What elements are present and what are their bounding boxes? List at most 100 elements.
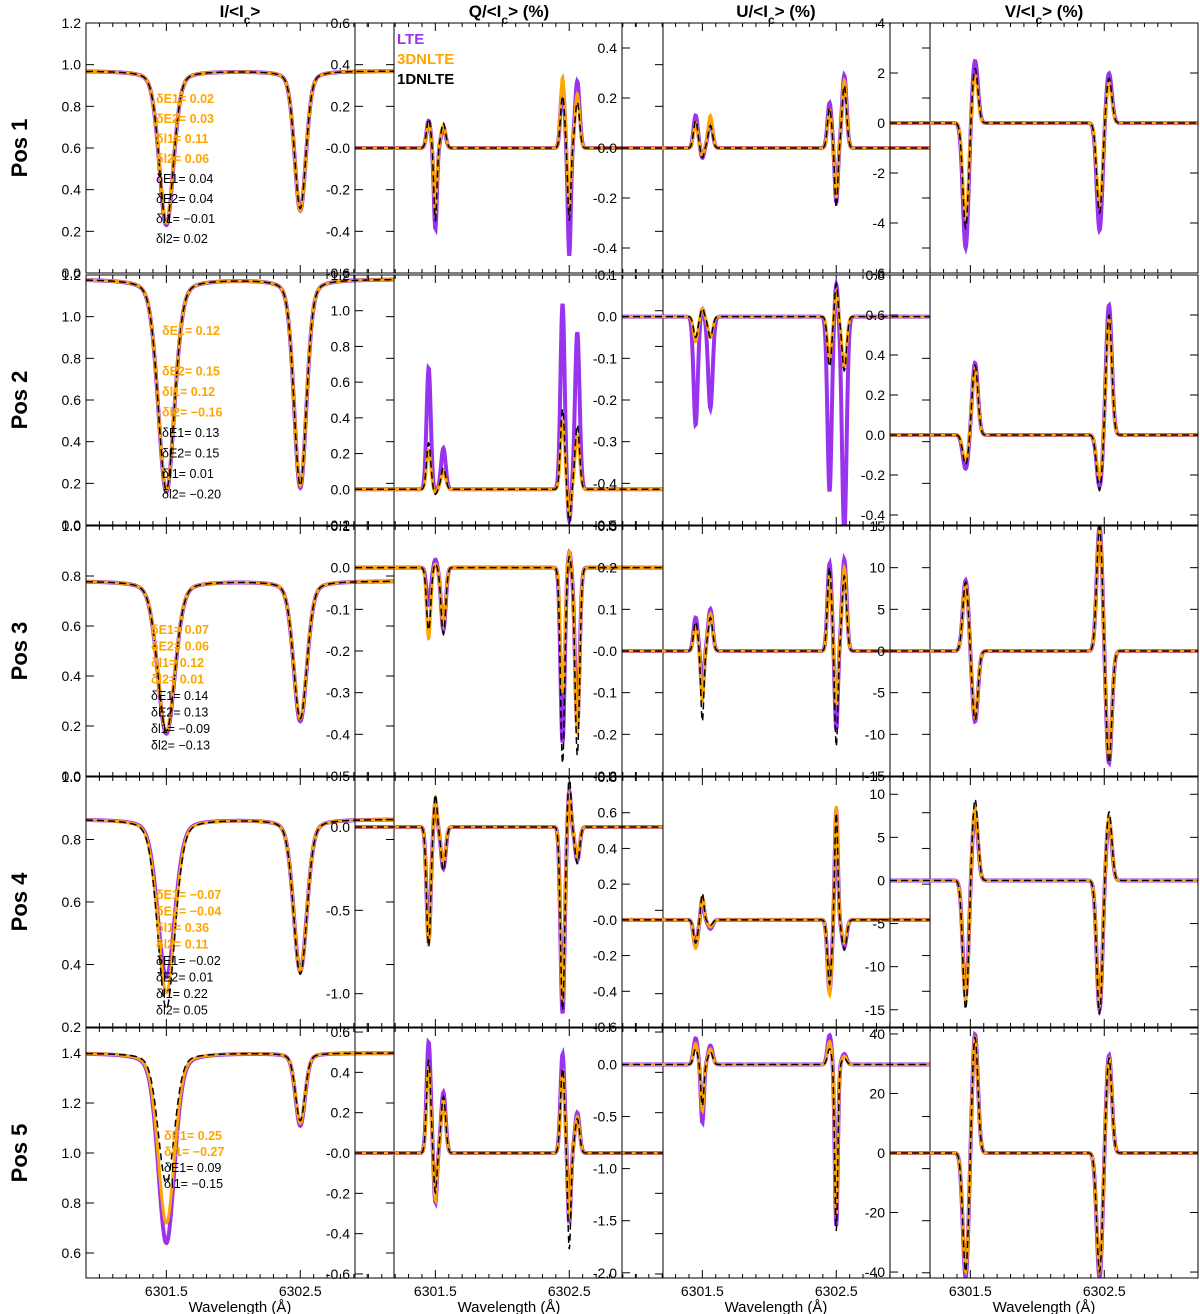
y-tick-label: 0.0 (598, 1056, 618, 1072)
series-3dnlte (890, 805, 1198, 1010)
legend-1dnlte: 1DNLTE (397, 71, 454, 88)
x-tick-label: 6301.5 (145, 1283, 188, 1299)
legend: LTE 3DNLTE 1DNLTE (397, 31, 454, 88)
delta-annotation: δE1= 0.12 (162, 324, 220, 338)
delta-annotation: δE1= 0.02 (156, 92, 214, 106)
y-tick-label: 0.8 (331, 338, 351, 354)
y-tick-label: 1.0 (62, 1145, 82, 1161)
panel-frame (889, 1027, 1199, 1279)
delta-annotation: δE2= 0.06 (151, 640, 209, 654)
y-tick-label: 0.8 (62, 1195, 82, 1211)
y-tick-label: -0.5 (593, 1109, 617, 1125)
delta-annotation: δE1= 0.25 (164, 1129, 222, 1143)
series-lte (355, 784, 663, 1014)
panel-frame (621, 22, 931, 274)
series-1dnlte (86, 70, 394, 224)
panel-V-pos3: -15 -10 -5 0 5 10 15 (865, 518, 1199, 784)
y-tick-label: -0.2 (326, 182, 350, 198)
delta-annotation: δE2= 0.13 (151, 706, 208, 720)
y-tick-label: -1.0 (326, 986, 350, 1002)
y-tick-label: 10 (869, 560, 885, 576)
panel-I-pos4: 0.2 0.4 0.6 0.8 1.0 δE1= −0.07 δE2= −0.04 δl1= … (62, 769, 395, 1035)
y-tick-label: 0.4 (598, 840, 618, 856)
y-tick-label: 0.6 (62, 894, 82, 910)
delta-annotation: δl1= 0.22 (156, 987, 208, 1001)
y-tick-label: -0.2 (861, 467, 885, 483)
y-tick-label: -0.2 (593, 948, 617, 964)
y-tick-label: -4 (873, 215, 886, 231)
y-tick-label: 0.6 (62, 392, 82, 408)
y-tick-label: 0.6 (331, 374, 351, 390)
y-tick-label: 5 (877, 601, 885, 617)
y-tick-label: -0.1 (593, 685, 617, 701)
y-tick-label: -10 (865, 959, 885, 975)
y-tick-label: 0 (877, 643, 885, 659)
y-tick-label: 15 (869, 518, 885, 534)
delta-annotation: δE2= −0.04 (156, 905, 221, 919)
panel-Q-pos3: -0.5 -0.4 -0.3 -0.2 -0.1 0.0 0.1 (326, 518, 664, 784)
panel-I-pos1: 0.0 0.2 0.4 0.6 0.8 1.0 1.2 δE1= 0.02 δE2= 0.03 δ… (62, 15, 395, 281)
y-tick-label: 1.0 (62, 518, 82, 534)
panel-U-pos1: -0.4 -0.2 0.0 0.2 0.4 (593, 22, 931, 274)
y-tick-label: 0.0 (598, 309, 618, 325)
y-tick-label: -1.0 (593, 1161, 617, 1177)
delta-annotation: δl2= −0.20 (162, 488, 221, 502)
panel-I-pos5: 0.6 0.8 1.0 1.2 1.4 δE1= 0.25 δl1= −0.27 δE1= 0… (62, 1027, 395, 1314)
y-tick-label: 0.6 (866, 307, 886, 323)
panel-U-pos3: -0.3 -0.2 -0.1 -0.0 0.1 0.2 0.3 (593, 518, 931, 784)
y-tick-label: -6 (873, 265, 886, 281)
y-tick-label: -0.5 (326, 768, 350, 784)
y-tick-label: 0.2 (331, 446, 351, 462)
y-tick-label: -0.1 (326, 601, 350, 617)
y-tick-label: -15 (865, 768, 885, 784)
delta-annotation: δl1= −0.01 (156, 212, 215, 226)
series-1dnlte (890, 67, 1198, 230)
y-tick-label: 0.2 (598, 876, 618, 892)
delta-annotation: δE1= 0.13 (162, 426, 219, 440)
delta-annotation: δE2= 0.15 (162, 447, 219, 461)
y-tick-label: 1.2 (331, 267, 351, 283)
panel-U-pos4: -0.6 -0.4 -0.2 -0.0 0.2 0.4 0.6 0.8 (593, 769, 931, 1035)
delta-annotation: δE2= 0.03 (156, 112, 214, 126)
series-1dnlte (355, 555, 663, 764)
y-tick-label: -0.2 (326, 643, 350, 659)
y-tick-label: -0.6 (326, 1266, 350, 1282)
y-tick-label: 20 (869, 1085, 885, 1101)
panel-frame (889, 22, 1199, 274)
column-title-2: U/<Ic> (%) (736, 2, 815, 27)
y-tick-label: -0.6 (326, 265, 350, 281)
y-tick-label: -0.3 (593, 768, 617, 784)
x-tick-label: 6302.5 (548, 1283, 591, 1299)
y-tick-label: 0.3 (598, 518, 618, 534)
panel-frame (889, 776, 1199, 1028)
y-tick-label: 5 (877, 829, 885, 845)
delta-annotation: δE1= −0.02 (156, 954, 221, 968)
delta-annotation: δE2= 0.15 (162, 365, 220, 379)
panel-I-pos2: 0.0 0.2 0.4 0.6 0.8 1.0 1.2 δE1= 0.12 δE2= 0.15 δ… (62, 267, 395, 533)
legend-3dnlte: 3DNLTE (397, 51, 454, 68)
x-tick-label: 6301.5 (949, 1283, 992, 1299)
panel-frame (85, 525, 395, 777)
series-3dnlte (890, 74, 1198, 222)
y-tick-label: -2 (873, 165, 886, 181)
panel-frame (85, 776, 395, 1028)
y-tick-label: 0.8 (62, 568, 82, 584)
y-tick-label: 0.1 (598, 601, 618, 617)
y-tick-label: -0.4 (861, 507, 885, 523)
delta-annotation: δl1= −0.15 (164, 1177, 223, 1191)
delta-annotation: δE1= 0.14 (151, 689, 208, 703)
y-tick-label: 0.0 (62, 517, 82, 533)
y-tick-label: 0.8 (62, 832, 82, 848)
y-tick-label: 0.4 (331, 57, 351, 73)
y-tick-label: -0.0 (326, 1145, 350, 1161)
x-tick-label: 6301.5 (681, 1283, 724, 1299)
y-tick-label: 0.8 (598, 769, 618, 785)
delta-annotation: δE1= 0.04 (156, 172, 213, 186)
delta-annotation: δE2= 0.04 (156, 192, 213, 206)
y-tick-label: 0.8 (866, 267, 886, 283)
y-tick-label: 0 (877, 1145, 885, 1161)
y-tick-label: -0.4 (326, 726, 350, 742)
series-1dnlte (355, 777, 663, 1011)
y-tick-label: -0.0 (593, 643, 617, 659)
